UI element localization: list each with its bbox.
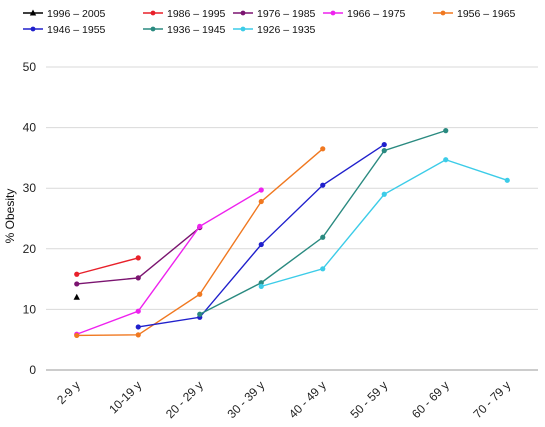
y-tick-label: 40 <box>23 121 37 135</box>
legend-marker <box>330 10 336 16</box>
legend-marker <box>150 10 156 16</box>
legend-item: 1926 – 1935 <box>233 24 316 36</box>
legend-marker <box>440 10 446 16</box>
data-point <box>320 234 326 240</box>
data-point <box>135 275 141 281</box>
data-point <box>73 293 80 300</box>
x-tick-label: 20 - 29 y <box>163 378 206 421</box>
legend-label: 1986 – 1995 <box>167 8 226 20</box>
data-point <box>135 255 141 261</box>
x-axis-ticks: 2-9 y 10-19 y 20 - 29 y 30 - 39 y 40 - 49 y 5… <box>54 378 513 421</box>
y-tick-label: 0 <box>29 363 36 377</box>
data-point <box>258 241 264 248</box>
data-point <box>504 177 510 183</box>
legend-item: 1946 – 1955 <box>23 24 106 36</box>
legend-item: 1996 – 2005 <box>23 8 106 20</box>
data-point <box>197 223 203 229</box>
data-point <box>197 311 203 317</box>
y-tick-label: 50 <box>23 60 37 74</box>
legend-item: 1956 – 1965 <box>433 8 516 20</box>
data-point <box>443 157 449 163</box>
x-tick-label: 10-19 y <box>106 378 144 416</box>
series-0 <box>73 293 80 300</box>
series-1 <box>74 255 141 277</box>
data-point <box>320 146 326 152</box>
data-point <box>74 281 80 287</box>
legend-label: 1926 – 1935 <box>257 24 316 36</box>
data-point <box>320 182 326 188</box>
legend-item: 1966 – 1975 <box>323 8 406 20</box>
data-point <box>74 271 80 277</box>
legend-marker <box>30 26 36 32</box>
series-line <box>138 143 385 328</box>
legend-label: 1936 – 1945 <box>167 24 226 36</box>
series-4 <box>74 146 326 339</box>
series-line <box>76 189 262 335</box>
data-point <box>443 128 449 134</box>
series-7 <box>258 157 510 289</box>
series-line <box>76 257 139 275</box>
legend-marker <box>240 26 246 32</box>
legend-marker <box>150 26 156 32</box>
x-tick-label: 40 - 49 y <box>286 378 329 421</box>
data-point <box>197 291 203 297</box>
data-point <box>381 148 387 154</box>
legend-label: 1956 – 1965 <box>457 8 516 20</box>
data-point <box>381 191 387 197</box>
gridlines <box>46 66 538 371</box>
data-point <box>381 141 387 148</box>
legend-label: 1996 – 2005 <box>47 8 106 20</box>
data-point <box>135 332 141 338</box>
data-point <box>258 187 264 193</box>
legend-marker <box>29 9 37 16</box>
data-point <box>258 283 264 289</box>
data-point <box>258 280 264 286</box>
y-axis-label: % Obesity <box>3 189 17 244</box>
chart-legend: 1996 – 2005 1986 – 1995 1976 – 1985 1966 – … <box>23 8 516 36</box>
series-line <box>76 148 324 337</box>
y-axis-ticks: 0 10 20 30 40 50 <box>23 60 37 377</box>
x-tick-label: 2-9 y <box>54 378 83 407</box>
series-group <box>73 128 510 339</box>
x-tick-label: 60 - 69 y <box>409 378 452 421</box>
y-tick-label: 30 <box>23 181 37 195</box>
data-point <box>320 266 326 272</box>
data-point <box>258 198 264 205</box>
data-point <box>135 308 141 314</box>
data-point <box>74 332 80 339</box>
x-tick-label: 30 - 39 y <box>224 378 267 421</box>
legend-marker <box>240 10 246 16</box>
x-tick-label: 50 - 59 y <box>347 378 390 421</box>
x-tick-label: 70 - 79 y <box>470 378 513 421</box>
y-tick-label: 20 <box>23 242 37 256</box>
legend-label: 1946 – 1955 <box>47 24 106 36</box>
series-line <box>199 129 446 315</box>
legend-label: 1976 – 1985 <box>257 8 316 20</box>
data-point <box>135 324 141 330</box>
legend-item: 1936 – 1945 <box>143 24 226 36</box>
series-6 <box>197 128 449 317</box>
y-tick-label: 10 <box>23 302 37 316</box>
series-line <box>261 158 508 288</box>
legend-label: 1966 – 1975 <box>347 8 406 20</box>
legend-item: 1976 – 1985 <box>233 8 316 20</box>
legend-item: 1986 – 1995 <box>143 8 226 20</box>
